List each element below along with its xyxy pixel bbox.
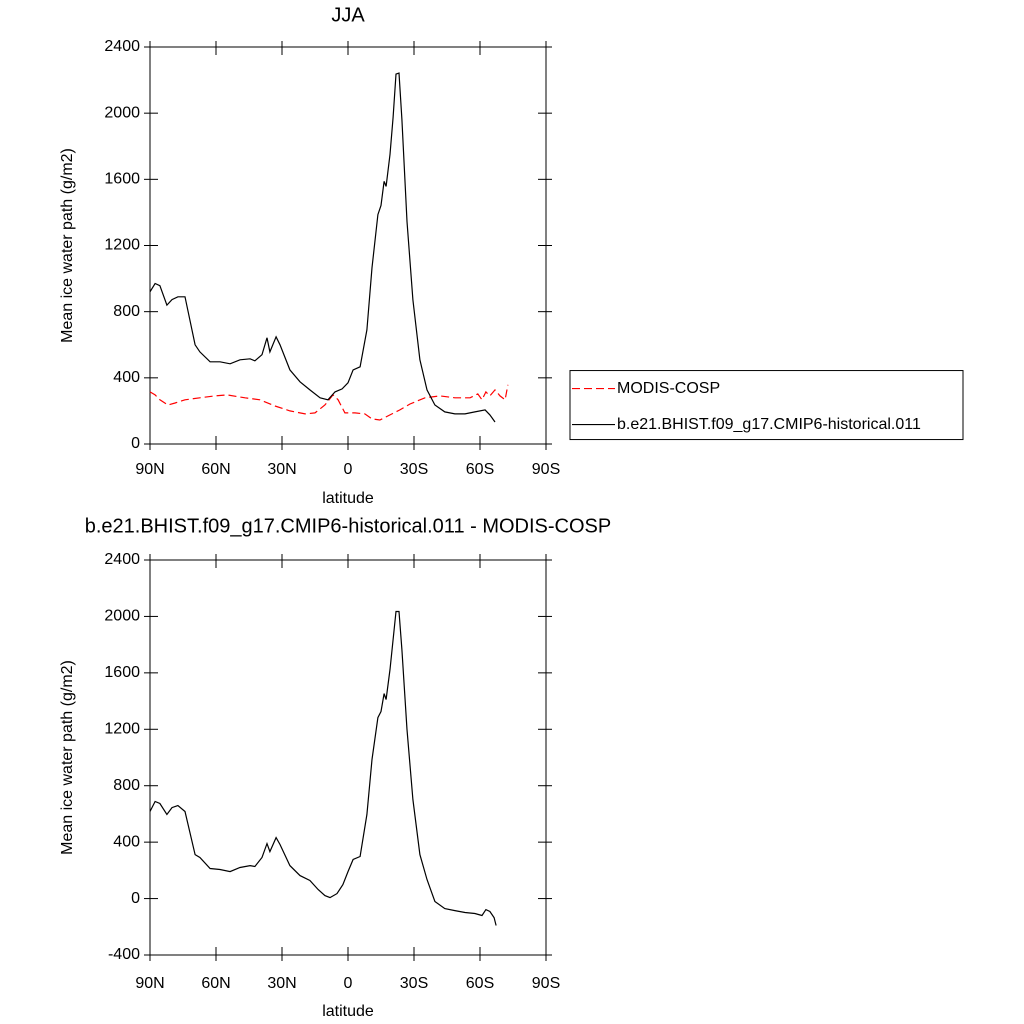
y-tick-label: 800: [113, 777, 140, 794]
y-axis-title: Mean ice water path (g/m2): [59, 148, 76, 343]
y-tick-label: 0: [131, 890, 140, 907]
y-tick-label: -400: [108, 946, 140, 963]
x-tick-label: 30N: [267, 975, 296, 992]
series-line: [149, 72, 496, 423]
x-tick-label: 30S: [400, 461, 428, 478]
x-tick-label: 60S: [466, 975, 494, 992]
y-tick-label: 1200: [104, 237, 140, 254]
x-axis-title: latitude: [322, 1003, 374, 1020]
x-tick-label: 30N: [267, 461, 296, 478]
series-line: [149, 384, 509, 421]
y-tick-label: 2400: [104, 38, 140, 55]
x-tick-label: 30S: [400, 975, 428, 992]
plot-frame: [149, 559, 547, 956]
x-tick-label: 90N: [135, 461, 164, 478]
y-tick-label: 800: [113, 303, 140, 320]
series-line: [149, 610, 497, 926]
x-tick-label: 0: [344, 461, 353, 478]
y-tick-label: 1600: [104, 664, 140, 681]
chart-title: b.e21.BHIST.f09_g17.CMIP6-historical.011…: [85, 515, 612, 537]
x-tick-label: 0: [344, 975, 353, 992]
y-tick-label: 2400: [104, 551, 140, 568]
y-tick-label: 1200: [104, 721, 140, 738]
y-tick-label: 400: [113, 833, 140, 850]
legend-box: [569, 370, 964, 441]
chart-title: JJA: [331, 4, 365, 26]
legend-label: b.e21.BHIST.f09_g17.CMIP6-historical.011: [617, 416, 921, 433]
x-tick-label: 90S: [532, 975, 560, 992]
y-axis-title: Mean ice water path (g/m2): [59, 660, 76, 855]
x-axis-title: latitude: [322, 490, 374, 507]
legend-label: MODIS-COSP: [617, 380, 720, 397]
x-tick-label: 90S: [532, 461, 560, 478]
y-tick-label: 2000: [104, 104, 140, 121]
x-tick-label: 60N: [201, 975, 230, 992]
y-tick-label: 1600: [104, 171, 140, 188]
y-tick-label: 0: [131, 435, 140, 452]
y-tick-label: 2000: [104, 608, 140, 625]
x-tick-label: 60S: [466, 461, 494, 478]
x-tick-label: 60N: [201, 461, 230, 478]
y-tick-label: 400: [113, 369, 140, 386]
x-tick-label: 90N: [135, 975, 164, 992]
plot-frame: [149, 46, 547, 445]
